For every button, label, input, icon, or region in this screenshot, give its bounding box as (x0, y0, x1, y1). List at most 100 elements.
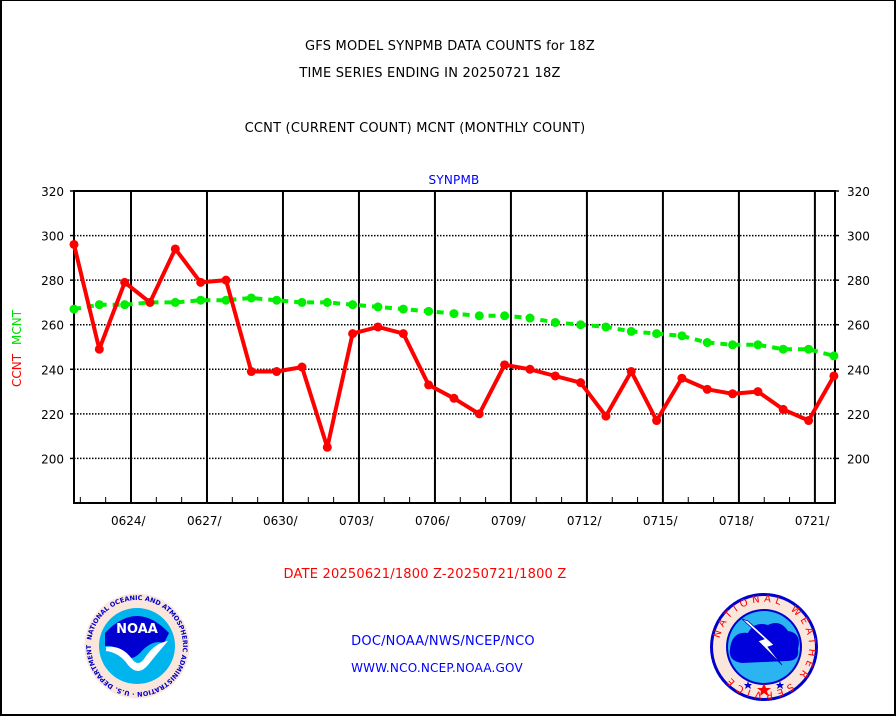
data-point-mcnt (120, 300, 130, 310)
data-point-ccnt (576, 378, 586, 388)
y-tick-label-left: 280 (41, 274, 64, 288)
x-tick-label: 0709/ (491, 514, 527, 528)
data-point-ccnt (398, 329, 408, 339)
data-point-mcnt (272, 295, 282, 305)
data-point-ccnt (221, 275, 231, 285)
data-point-ccnt (829, 371, 839, 381)
data-point-mcnt (398, 304, 408, 314)
y-tick-label-left: 300 (41, 230, 64, 244)
x-tick-label: 0706/ (415, 514, 451, 528)
x-tick-label: 0718/ (719, 514, 755, 528)
nws-logo-icon: NATIONAL WEATHER SERVICE (710, 593, 818, 701)
data-point-mcnt (246, 293, 256, 303)
x-axis-date-range: DATE 20250621/1800 Z-20250721/1800 Z (283, 567, 567, 582)
noaa-logo-icon: NOAA NATIONAL OCEANIC AND ATMOSPHERIC AD… (82, 591, 191, 700)
data-point-mcnt (753, 340, 763, 350)
data-point-ccnt (69, 239, 79, 249)
data-point-ccnt (196, 277, 206, 287)
data-point-mcnt (373, 302, 383, 312)
y-tick-label-right: 280 (847, 274, 870, 288)
data-point-mcnt (170, 297, 180, 307)
data-point-ccnt (550, 371, 560, 381)
x-tick-label: 0721/ (795, 514, 831, 528)
y-tick-label-right: 260 (847, 319, 870, 333)
data-point-mcnt (449, 309, 459, 319)
noaa-logo-text: NOAA (116, 622, 158, 637)
data-point-ccnt (246, 367, 256, 377)
data-point-ccnt (94, 344, 104, 354)
series-line-ccnt (72, 244, 836, 450)
data-point-ccnt (525, 364, 535, 374)
data-point-ccnt (601, 411, 611, 421)
data-point-ccnt (120, 277, 130, 287)
data-point-ccnt (170, 244, 180, 254)
data-point-ccnt (449, 393, 459, 403)
org-line: DOC/NOAA/NWS/NCEP/NCO (351, 634, 535, 649)
chart-title: GFS MODEL SYNPMB DATA COUNTS for 18Z (305, 39, 595, 54)
x-tick-label: 0715/ (643, 514, 679, 528)
x-tick-label: 0624/ (111, 514, 147, 528)
y-tick-label-left: 240 (41, 363, 64, 377)
x-tick-label: 0703/ (339, 514, 375, 528)
data-point-ccnt (424, 380, 434, 390)
data-point-ccnt (272, 367, 282, 377)
panel-label: SYNPMB (428, 173, 480, 187)
data-point-mcnt (424, 306, 434, 316)
data-point-ccnt (373, 322, 383, 332)
y-tick-label-left: 220 (41, 408, 64, 422)
data-point-mcnt (94, 300, 104, 310)
data-point-mcnt (196, 295, 206, 305)
data-point-mcnt (829, 351, 839, 361)
data-point-ccnt (474, 409, 484, 419)
y-tick-label-right: 200 (847, 452, 870, 466)
data-point-mcnt (804, 344, 814, 354)
y-tick-label-right: 320 (847, 185, 870, 199)
y-tick-label-right: 220 (847, 408, 870, 422)
data-point-mcnt (778, 344, 788, 354)
data-point-mcnt (500, 311, 510, 321)
data-point-mcnt (474, 311, 484, 321)
legend-text: CCNT (CURRENT COUNT) MCNT (MONTHLY COUNT… (244, 121, 586, 136)
data-point-ccnt (728, 389, 738, 399)
data-point-ccnt (804, 416, 814, 426)
data-point-ccnt (702, 384, 712, 394)
y-tick-label-right: 300 (847, 230, 870, 244)
data-point-mcnt (728, 340, 738, 350)
data-point-mcnt (576, 320, 586, 330)
data-point-mcnt (322, 297, 332, 307)
data-point-mcnt (348, 300, 358, 310)
data-point-ccnt (348, 329, 358, 339)
data-point-ccnt (145, 297, 155, 307)
data-point-mcnt (550, 317, 560, 327)
y-tick-label-left: 320 (41, 185, 64, 199)
plot-frame (73, 190, 836, 504)
data-point-ccnt (626, 367, 636, 377)
data-point-mcnt (525, 313, 535, 323)
x-tick-label: 0712/ (567, 514, 603, 528)
data-point-ccnt (322, 442, 332, 452)
data-point-ccnt (778, 404, 788, 414)
data-point-ccnt (297, 362, 307, 372)
data-point-mcnt (297, 297, 307, 307)
data-point-ccnt (652, 416, 662, 426)
data-point-mcnt (221, 295, 231, 305)
chart-subtitle: TIME SERIES ENDING IN 20250721 18Z (299, 66, 561, 81)
data-point-ccnt (500, 360, 510, 370)
x-tick-label: 0630/ (263, 514, 299, 528)
y-tick-label-left: 260 (41, 319, 64, 333)
data-point-ccnt (753, 387, 763, 397)
url-line: WWW.NCO.NCEP.NOAA.GOV (351, 661, 523, 675)
data-point-mcnt (652, 329, 662, 339)
data-point-mcnt (702, 338, 712, 348)
data-point-mcnt (626, 326, 636, 336)
data-point-mcnt (677, 331, 687, 341)
data-point-mcnt (601, 322, 611, 332)
data-point-mcnt (69, 304, 79, 314)
y-tick-label-left: 200 (41, 452, 64, 466)
x-tick-label: 0627/ (187, 514, 223, 528)
data-point-ccnt (677, 373, 687, 383)
series-line-mcnt (73, 296, 835, 358)
y-tick-label-right: 240 (847, 363, 870, 377)
